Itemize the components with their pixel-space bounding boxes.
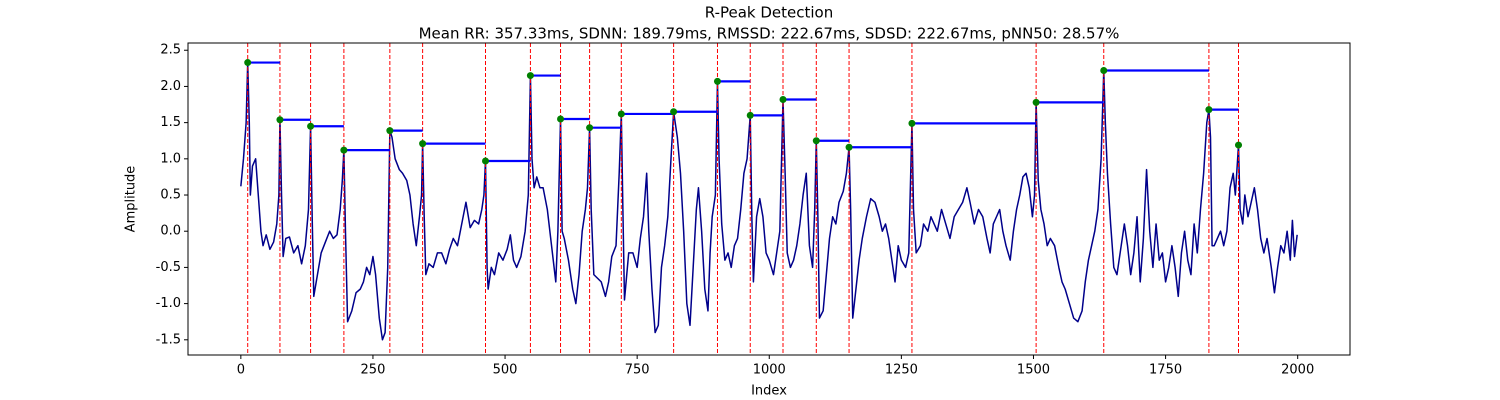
- axes-frame: [187, 42, 1351, 356]
- peak-marker: [1100, 67, 1108, 75]
- y-tick-label: -1.0: [156, 296, 181, 311]
- peak-marker: [713, 77, 721, 85]
- y-tick-label: -1.5: [156, 332, 181, 347]
- peak-marker: [276, 116, 284, 124]
- y-axis-label: Amplitude: [124, 166, 139, 233]
- peak-marker: [670, 108, 678, 116]
- peak-marker: [779, 95, 787, 103]
- y-tick-label: 1.0: [160, 151, 181, 166]
- peak-marker: [557, 115, 565, 123]
- peak-marker: [812, 137, 820, 145]
- peak-marker: [307, 122, 315, 130]
- x-tick-label: 1000: [753, 363, 786, 378]
- peak-marker: [340, 146, 348, 154]
- peak-marker: [1032, 98, 1040, 106]
- peak-marker: [617, 110, 625, 118]
- x-tick-label: 1250: [885, 363, 918, 378]
- x-tick-label: 1500: [1017, 363, 1050, 378]
- y-tick-label: 0.5: [160, 188, 181, 203]
- y-tick-label: 1.5: [160, 115, 181, 130]
- peak-marker: [586, 124, 594, 132]
- y-tick-label: -0.5: [156, 260, 181, 275]
- y-tick-label: 2.0: [160, 79, 181, 94]
- peak-marker: [746, 111, 754, 119]
- x-tick-label: 2000: [1281, 363, 1314, 378]
- peak-marker: [908, 119, 916, 127]
- peak-marker: [244, 59, 252, 67]
- chart-title: R-Peak Detection: [705, 4, 833, 22]
- x-tick-label: 0: [237, 363, 245, 378]
- x-axis-label: Index: [751, 384, 787, 399]
- chart-subtitle: Mean RR: 357.33ms, SDNN: 189.79ms, RMSSD…: [419, 25, 1120, 43]
- peak-marker: [845, 143, 853, 151]
- peak-marker: [1205, 106, 1213, 114]
- y-tick-label: 0.0: [160, 224, 181, 239]
- y-tick-label: 2.5: [160, 43, 181, 58]
- x-tick-label: 250: [361, 363, 386, 378]
- x-tick-label: 500: [493, 363, 518, 378]
- signal-line: [240, 61, 1298, 341]
- peak-marker: [1235, 141, 1243, 149]
- peak-marker: [419, 140, 427, 148]
- plot-area: [240, 43, 1298, 355]
- x-tick-label: 750: [625, 363, 650, 378]
- x-tick-label: 1750: [1149, 363, 1182, 378]
- peak-marker: [482, 157, 490, 165]
- peak-marker: [386, 127, 394, 135]
- peak-marker: [526, 72, 534, 80]
